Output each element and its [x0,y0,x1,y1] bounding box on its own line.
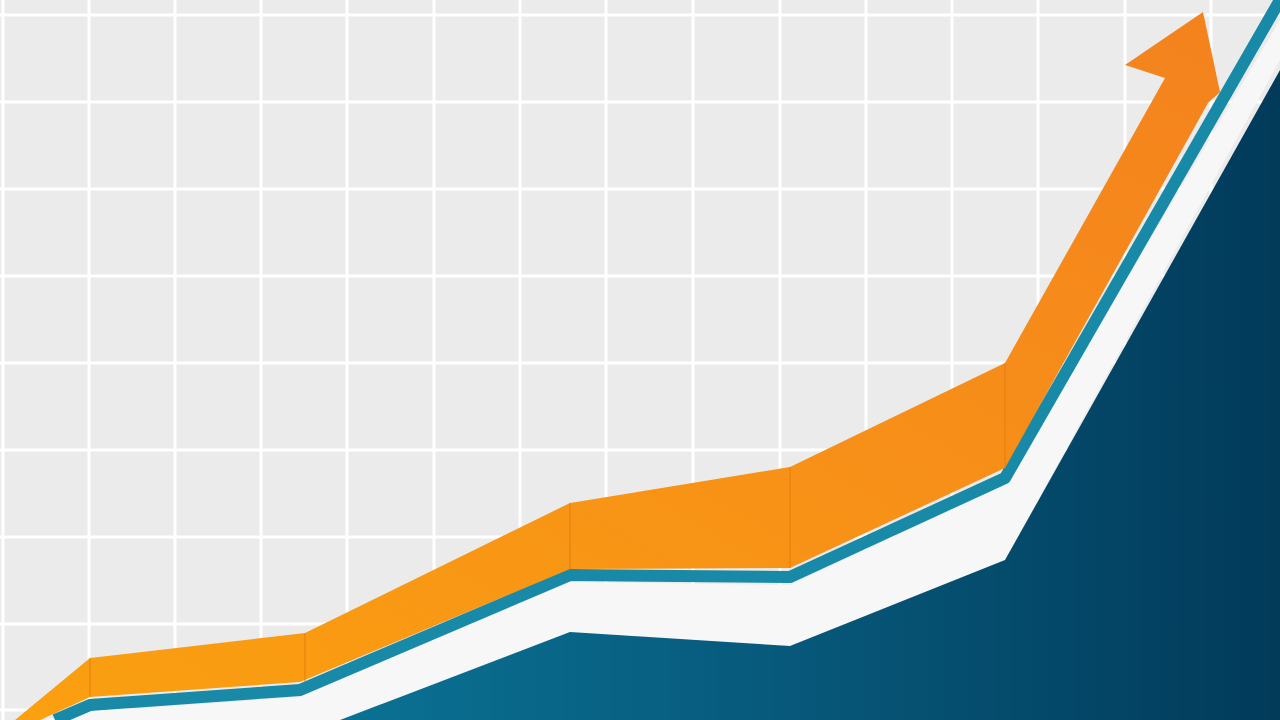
dark-area [340,70,1280,720]
fold-lines [89,363,1006,697]
white-band [40,20,1280,720]
teal-line [52,0,1280,720]
